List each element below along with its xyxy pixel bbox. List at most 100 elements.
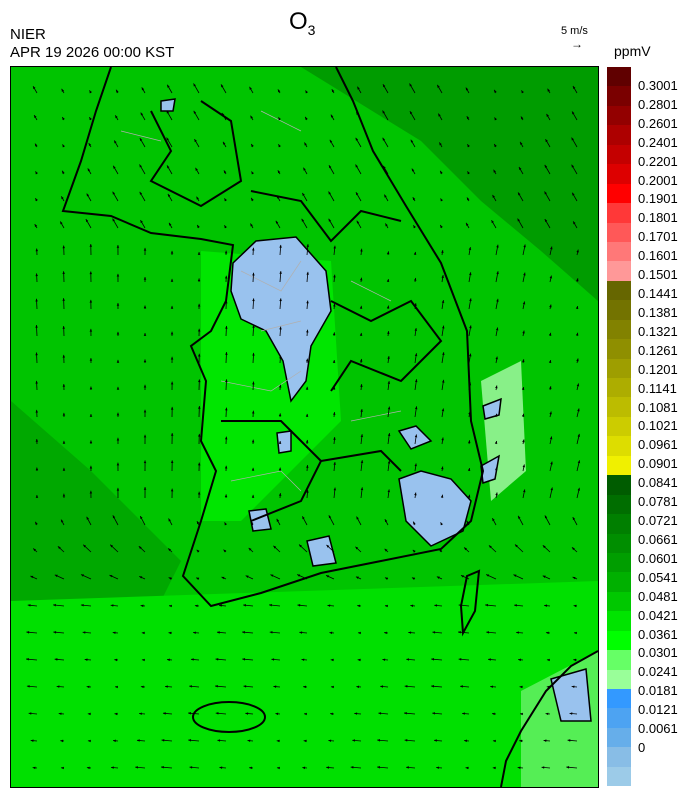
wind-arrow-head — [243, 685, 247, 688]
wind-arrow-head — [360, 408, 363, 412]
wind-arrow-head — [404, 685, 408, 688]
wind-arrow-head — [413, 251, 417, 255]
wind-arrow-head — [113, 739, 116, 743]
wind-arrow-head — [62, 412, 66, 416]
colorbar-label: 0.0961 — [638, 437, 678, 453]
wind-arrow-head — [488, 658, 491, 661]
wind-arrow-head — [440, 224, 443, 228]
wind-arrow-head — [357, 631, 361, 635]
colorbar-bin — [607, 319, 631, 340]
colorbar-bin — [607, 747, 631, 767]
wind-arrow-head — [276, 195, 280, 199]
wind-arrow-head — [330, 658, 334, 662]
wind-arrow-head — [572, 192, 575, 196]
wind-arrow-head — [221, 112, 225, 116]
wind-arrow-head — [30, 575, 34, 579]
wind-arrow-head — [35, 521, 38, 525]
wind-arrow-head — [494, 441, 498, 444]
colorbar-bin — [607, 339, 631, 359]
wind-arrow-head — [386, 279, 390, 282]
wind-arrow-head — [116, 462, 120, 466]
wind-arrow-head — [297, 604, 301, 607]
wind-arrow-head — [252, 352, 255, 356]
wind-arrow-head — [414, 463, 417, 467]
wind-arrow-head — [305, 439, 309, 443]
wind-arrow-head — [87, 712, 91, 716]
wind-arrow-head — [567, 739, 571, 742]
wind-arrow-head — [387, 381, 391, 384]
wind-arrow-head — [384, 631, 387, 635]
wind-scale-label: 5 m/s — [561, 25, 588, 37]
colorbar-label: 0.0661 — [638, 531, 678, 547]
wind-arrow-head — [303, 685, 306, 689]
wind-arrow-head — [170, 460, 174, 464]
wind-arrow-head — [35, 409, 39, 413]
wind-arrow-head — [406, 658, 410, 661]
wind-arrow-head — [247, 739, 251, 743]
wind-arrow-head — [355, 164, 358, 168]
wind-arrow-head — [492, 518, 495, 522]
wind-arrow-head — [441, 275, 444, 278]
wind-arrow-head — [404, 739, 408, 742]
wind-arrow-head — [378, 712, 382, 715]
wind-arrow-head — [221, 576, 225, 580]
wind-arrow-head — [544, 164, 548, 168]
colorbar-bin — [607, 572, 631, 592]
wind-arrow-head — [544, 515, 548, 519]
wind-arrow-head — [196, 196, 199, 200]
wind-arrow-head — [494, 467, 498, 471]
wind-arrow-head — [248, 547, 252, 551]
wind-arrow-head — [332, 360, 336, 363]
wind-arrow-head — [547, 88, 550, 92]
wind-arrow-head — [252, 272, 255, 276]
wind-arrow-head — [112, 631, 116, 635]
wind-arrow-head — [571, 685, 575, 689]
wind-arrow-head — [522, 464, 526, 468]
wind-arrow-head — [333, 274, 336, 278]
bright-green-region — [11, 581, 598, 787]
colorbar-bin — [607, 514, 631, 534]
wind-arrow-head — [514, 604, 517, 607]
wind-arrow-head — [494, 143, 497, 147]
wind-arrow-head — [225, 407, 228, 411]
wind-arrow-head — [359, 277, 363, 281]
wind-arrow-head — [166, 137, 170, 141]
wind-arrow-head — [224, 465, 228, 469]
wind-arrow-head — [170, 406, 174, 410]
wind-arrow-head — [116, 245, 120, 248]
wind-arrow-head — [302, 766, 306, 770]
wind-arrow-head — [242, 631, 245, 634]
colorbar-bin — [607, 650, 631, 670]
colorbar-label: 0.0721 — [638, 513, 678, 529]
wind-arrow-head — [249, 86, 252, 90]
wind-arrow-head — [544, 604, 548, 607]
wind-arrow-head — [330, 712, 333, 716]
wind-arrow-head — [143, 460, 147, 464]
wind-arrow-head — [89, 328, 93, 332]
wind-arrow-head — [140, 516, 143, 520]
colorbar-bin — [607, 669, 631, 689]
colorbar-bin — [607, 261, 631, 281]
wind-arrow-head — [326, 575, 330, 578]
wind-arrow-head — [384, 548, 388, 552]
district-boundaries — [120, 110, 402, 492]
wind-arrow-head — [549, 411, 552, 415]
wind-arrow-head — [516, 631, 519, 634]
wind-arrow-head — [89, 440, 93, 444]
wind-arrow-head — [56, 685, 60, 688]
wind-arrow-head — [326, 544, 330, 548]
wind-arrow-head — [356, 685, 360, 689]
wind-arrow-head — [116, 437, 120, 441]
wind-arrow-head — [141, 631, 145, 635]
colorbar-bin — [607, 183, 631, 204]
wind-arrow-head — [143, 409, 147, 413]
wind-arrow-head — [485, 603, 489, 607]
wind-arrow-head — [276, 766, 280, 770]
wind-arrow-head — [224, 300, 228, 304]
wind-arrow-head — [299, 544, 302, 548]
wind-arrow-head — [62, 493, 66, 497]
wind-arrow-head — [88, 143, 92, 147]
wind-arrow-head — [460, 685, 463, 688]
wind-arrow-head — [577, 433, 581, 437]
wind-arrow-head — [190, 658, 194, 661]
